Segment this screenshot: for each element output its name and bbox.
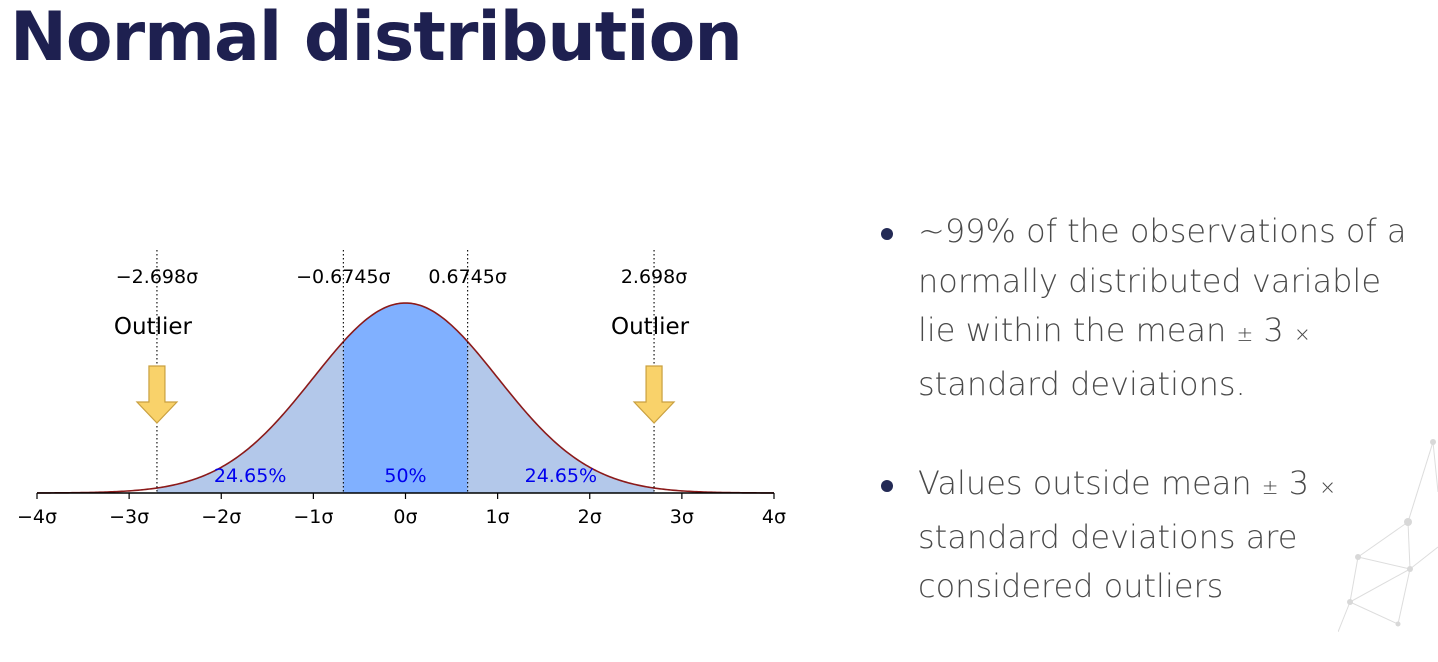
bullet-text: 3 [1253,311,1294,349]
x-tick-label: −3σ [109,506,149,528]
bullet-text: standard deviations are considered outli… [918,517,1298,606]
region-percent-label: 24.65% [214,465,286,487]
x-tick-label: 2σ [578,506,602,528]
bullet-item: Values outside mean ± 3 × standard devia… [878,459,1418,612]
region-percent-label: 50% [384,465,426,487]
chart-labels: 24.65% 50% 24.65% [214,465,597,487]
outlier-label: Outlier [611,314,690,340]
times-symbol: × [1293,322,1311,346]
region-1 [343,303,468,493]
down-arrow-icon [135,365,179,424]
outlier-label: Outlier [114,314,193,340]
bullet-text: standard deviations. [918,364,1246,403]
region-0 [156,341,344,493]
x-tick-label: −2σ [201,506,241,528]
quantile-label: −2.698σ [116,266,198,288]
x-axis: −4σ −3σ −2σ −1σ 0σ 1σ 2σ 3σ 4σ [17,492,786,528]
x-tick-label: −4σ [17,506,57,528]
normal-distribution-chart: −4σ −3σ −2σ −1σ 0σ 1σ 2σ 3σ 4σ −2.698σ −0.6745σ 0.… [17,250,786,528]
shaded-regions [156,303,655,493]
bullet-text: ~99% of the observations of a normally d… [918,212,1407,349]
density-curve [36,302,775,494]
bullet-list: ~99% of the observations of a normally d… [878,207,1418,662]
quantile-label: −0.6745σ [296,266,390,288]
plus-minus-symbol: ± [1236,322,1254,346]
quantile-label: 0.6745σ [428,266,507,288]
times-symbol: × [1319,475,1337,499]
network-decoration [1338,439,1438,632]
region-percent-label: 24.65% [525,465,597,487]
bell-curve [36,302,775,494]
x-tick-label: 4σ [762,506,786,528]
down-arrow-icon [632,365,676,424]
plus-minus-symbol: ± [1261,475,1279,499]
quantile-label: 2.698σ [621,266,687,288]
bullet-text: Values outside mean [918,464,1262,502]
x-tick-label: 3σ [670,506,694,528]
x-tick-label: 1σ [486,506,510,528]
slide-title: Normal distribution [10,0,743,77]
bullet-text: 3 [1278,464,1320,502]
outlier-annotations: Outlier Outlier [114,314,690,424]
bullet-item: ~99% of the observations of a normally d… [878,207,1418,409]
region-2 [467,341,655,493]
x-tick-label: −1σ [293,506,333,528]
x-tick-label: 0σ [393,506,417,528]
